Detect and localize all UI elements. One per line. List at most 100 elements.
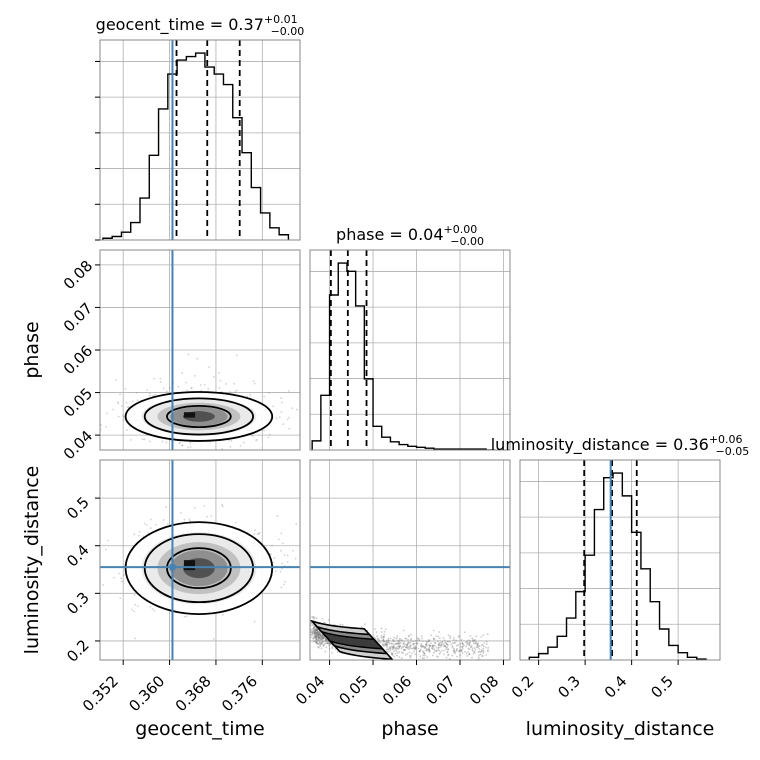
- scatter-point: [468, 642, 471, 645]
- scatter-point: [461, 645, 464, 648]
- scatter-point: [398, 656, 401, 658]
- scatter-point: [386, 646, 389, 648]
- scatter-point: [457, 636, 460, 638]
- scatter-point: [325, 638, 328, 641]
- scatter-point: [319, 638, 322, 641]
- scatter-point: [235, 521, 237, 524]
- scatter-point: [480, 648, 483, 651]
- scatter-point: [313, 632, 316, 634]
- scatter-point: [378, 640, 381, 643]
- scatter-point: [448, 657, 451, 660]
- scatter-point: [471, 648, 474, 651]
- scatter-point: [253, 382, 256, 385]
- scatter-point: [322, 637, 324, 639]
- scatter-point: [319, 637, 321, 640]
- scatter-point: [388, 646, 391, 648]
- scatter-point: [443, 653, 445, 656]
- scatter-point: [406, 638, 409, 641]
- scatter-point: [331, 647, 334, 650]
- scatter-point: [221, 505, 224, 508]
- scatter-point: [470, 646, 472, 649]
- scatter-point: [477, 646, 480, 648]
- scatter-point: [315, 636, 317, 639]
- scatter-point: [317, 630, 320, 633]
- scatter-point: [314, 629, 317, 632]
- scatter-point: [400, 639, 403, 641]
- contour-line: [143, 397, 255, 436]
- scatter-point: [437, 660, 439, 662]
- scatter-point: [471, 647, 474, 650]
- scatter-point: [428, 651, 431, 653]
- scatter-point: [383, 633, 386, 636]
- scatter-point: [408, 655, 411, 658]
- scatter-panel-geocent_time-luminosity_distance: 0.2 0.3 0.4 0.5: [63, 459, 301, 666]
- scatter-point: [476, 646, 479, 649]
- scatter-point: [431, 648, 434, 651]
- scatter-point: [441, 640, 444, 643]
- scatter-point: [138, 530, 141, 533]
- scatter-point: [394, 643, 397, 646]
- scatter-point: [398, 646, 401, 648]
- scatter-point: [179, 441, 182, 444]
- scatter-point: [278, 538, 280, 541]
- scatter-point: [405, 646, 407, 649]
- scatter-point: [408, 646, 411, 649]
- scatter-point: [149, 440, 151, 443]
- scatter-point: [417, 647, 420, 650]
- scatter-point: [482, 647, 485, 650]
- scatter-point: [323, 644, 325, 647]
- scatter-point: [234, 391, 236, 394]
- y-tick-label: 0.3: [63, 588, 93, 618]
- title-sup: +0.00: [444, 223, 478, 236]
- scatter-point: [472, 652, 475, 655]
- scatter-point: [406, 647, 409, 650]
- scatter-point: [263, 395, 266, 398]
- scatter-point: [422, 651, 425, 653]
- scatter-point: [418, 638, 421, 641]
- scatter-point: [274, 570, 277, 573]
- scatter-point: [426, 644, 428, 647]
- scatter-point: [416, 639, 419, 642]
- panel-frame: [309, 459, 511, 661]
- scatter-point: [317, 632, 320, 635]
- panel-title: geocent_time = 0.37+0.01 −0.00: [96, 13, 305, 38]
- y-tick-label: 0.4: [63, 541, 93, 571]
- scatter-point: [471, 640, 474, 643]
- scatter-point: [322, 637, 325, 640]
- scatter-point: [316, 632, 319, 635]
- scatter-point: [438, 637, 441, 640]
- scatter-point: [480, 644, 483, 646]
- scatter-point: [450, 643, 453, 646]
- scatter-point: [442, 649, 445, 652]
- scatter-point: [281, 401, 283, 404]
- scatter-point: [256, 533, 259, 536]
- scatter-point: [316, 642, 319, 645]
- scatter-point: [458, 635, 461, 637]
- scatter-point: [325, 639, 328, 642]
- scatter-point: [315, 629, 318, 631]
- scatter-point: [235, 389, 238, 392]
- scatter-point: [278, 416, 281, 419]
- scatter-point: [318, 639, 321, 642]
- scatter-point: [313, 632, 316, 634]
- scatter-point: [267, 436, 270, 439]
- density-peak: [183, 412, 196, 418]
- scatter-point: [127, 406, 130, 408]
- scatter-point: [311, 632, 314, 635]
- scatter-point: [382, 637, 385, 640]
- scatter-point: [327, 644, 330, 647]
- scatter-point: [281, 567, 283, 570]
- scatter-point: [331, 651, 334, 654]
- scatter-point: [314, 641, 317, 643]
- scatter-point: [320, 637, 323, 639]
- scatter-point: [465, 652, 468, 655]
- x-tick-label: 0.4: [601, 672, 631, 702]
- scatter-point: [253, 620, 256, 623]
- scatter-point: [397, 644, 400, 647]
- scatter-point: [428, 648, 430, 650]
- scatter-point: [386, 641, 388, 644]
- scatter-point: [119, 393, 121, 396]
- scatter-point: [399, 638, 401, 641]
- scatter-point: [316, 636, 318, 639]
- scatter-point: [375, 631, 378, 633]
